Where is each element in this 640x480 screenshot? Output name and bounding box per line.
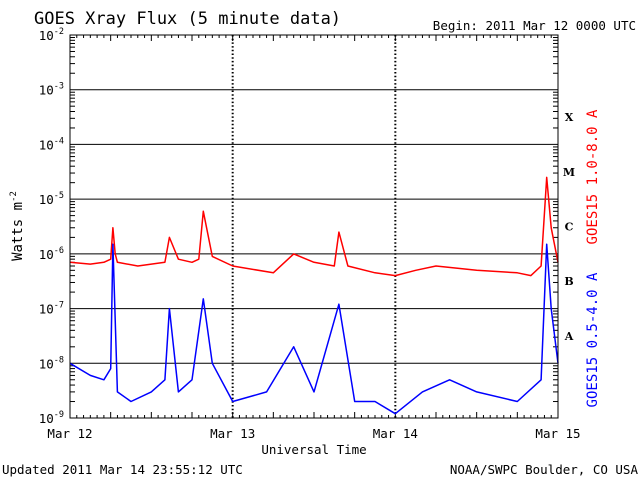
x-tick-label: Mar 12 [47,426,92,441]
y-tick-base: 10 [39,28,54,43]
legend-long-channel: GOES15 1.0-8.0 A [585,109,601,244]
y-axis-label-base: Watts m [10,202,26,261]
y-axis-label-exp: -2 [9,191,19,202]
flare-class-label: C [565,221,574,234]
series-line-1 [69,243,559,415]
y-tick-label: 10-7 [39,301,64,317]
flare-class-label: M [563,166,575,179]
y-tick-label: 10-8 [39,355,64,371]
series-line-0 [69,176,559,277]
credit-label: NOAA/SWPC Boulder, CO USA [450,462,639,477]
y-tick-base: 10 [39,302,54,317]
y-tick-exp: -8 [54,355,64,365]
y-tick-base: 10 [39,192,54,207]
y-tick-label: 10-5 [39,191,64,207]
x-tick-labels: Mar 12 Mar 13 Mar 14 Mar 15 [47,426,580,441]
flare-class-labels: X M C B A [563,111,575,343]
plot-frame [69,34,559,419]
ticks-layer [69,35,559,418]
y-tick-base: 10 [39,411,54,426]
y-tick-labels: 10-210-310-410-510-610-710-810-9 [39,27,64,426]
y-tick-exp: -9 [54,410,64,420]
legend-short-channel: GOES15 0.5-4.0 A [585,272,601,407]
chart-title: GOES Xray Flux (5 minute data) [34,9,341,29]
series-layer [69,176,559,415]
x-tick-label: Mar 13 [210,426,255,441]
y-axis-label: Watts m-2 [9,191,26,261]
y-tick-label: 10-3 [39,82,64,98]
x-tick-label: Mar 14 [373,426,418,441]
y-tick-base: 10 [39,356,54,371]
y-tick-label: 10-6 [39,246,64,262]
grid-layer [70,35,558,418]
flare-class-label: X [565,111,574,124]
y-tick-base: 10 [39,247,54,262]
flare-class-label: A [564,330,574,343]
y-tick-exp: -5 [54,191,64,201]
y-tick-label: 10-4 [39,136,64,152]
x-axis-label: Universal Time [261,442,366,457]
flare-class-label: B [564,275,573,288]
y-tick-exp: -7 [54,301,64,311]
y-tick-exp: -6 [54,246,64,256]
y-tick-base: 10 [39,137,54,152]
y-tick-base: 10 [39,83,54,98]
begin-time-label: Begin: 2011 Mar 12 0000 UTC [433,18,636,33]
y-tick-label: 10-2 [39,27,64,43]
x-tick-label: Mar 15 [535,426,580,441]
y-tick-exp: -3 [54,82,64,92]
updated-label: Updated 2011 Mar 14 23:55:12 UTC [2,462,243,477]
y-tick-exp: -4 [54,136,64,146]
y-tick-exp: -2 [54,27,64,37]
y-tick-label: 10-9 [39,410,64,426]
